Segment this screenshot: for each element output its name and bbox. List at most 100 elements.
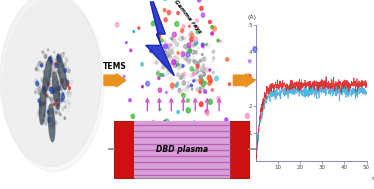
Circle shape bbox=[57, 108, 59, 112]
Circle shape bbox=[208, 99, 212, 104]
Circle shape bbox=[206, 43, 208, 46]
Circle shape bbox=[50, 60, 52, 64]
Circle shape bbox=[202, 66, 204, 69]
Circle shape bbox=[162, 64, 165, 68]
Circle shape bbox=[48, 107, 51, 112]
Circle shape bbox=[193, 60, 195, 63]
Circle shape bbox=[177, 52, 179, 54]
Circle shape bbox=[162, 61, 166, 65]
Circle shape bbox=[172, 84, 174, 86]
Circle shape bbox=[188, 82, 189, 84]
Circle shape bbox=[209, 78, 212, 83]
Circle shape bbox=[58, 55, 59, 59]
Circle shape bbox=[172, 32, 176, 37]
Circle shape bbox=[37, 112, 40, 116]
Circle shape bbox=[162, 67, 164, 70]
Circle shape bbox=[175, 61, 178, 65]
Circle shape bbox=[178, 58, 179, 59]
Circle shape bbox=[67, 91, 70, 95]
Circle shape bbox=[181, 29, 184, 33]
Circle shape bbox=[190, 67, 193, 71]
Circle shape bbox=[197, 47, 199, 49]
Text: DBD plasma: DBD plasma bbox=[156, 145, 208, 154]
Circle shape bbox=[51, 84, 53, 88]
Circle shape bbox=[45, 82, 46, 85]
Circle shape bbox=[211, 32, 214, 35]
Circle shape bbox=[50, 123, 53, 128]
Circle shape bbox=[174, 56, 177, 60]
Circle shape bbox=[159, 51, 162, 54]
Circle shape bbox=[200, 69, 202, 72]
FancyArrow shape bbox=[104, 74, 126, 87]
Circle shape bbox=[54, 88, 57, 92]
Circle shape bbox=[51, 89, 53, 92]
Circle shape bbox=[68, 102, 71, 105]
Circle shape bbox=[41, 64, 43, 67]
Circle shape bbox=[66, 59, 68, 62]
Circle shape bbox=[56, 91, 59, 96]
Circle shape bbox=[159, 37, 161, 39]
Circle shape bbox=[37, 64, 38, 66]
Circle shape bbox=[57, 74, 59, 78]
Circle shape bbox=[48, 105, 50, 109]
Circle shape bbox=[43, 70, 45, 73]
Circle shape bbox=[52, 87, 55, 91]
Circle shape bbox=[172, 47, 174, 50]
Circle shape bbox=[195, 41, 197, 44]
Ellipse shape bbox=[54, 76, 58, 106]
Bar bbox=[134, 121, 230, 178]
Circle shape bbox=[212, 50, 215, 53]
Circle shape bbox=[184, 37, 186, 40]
Circle shape bbox=[49, 79, 50, 81]
Circle shape bbox=[177, 64, 179, 66]
Circle shape bbox=[187, 99, 189, 102]
Circle shape bbox=[185, 50, 188, 54]
Circle shape bbox=[64, 62, 66, 66]
Circle shape bbox=[43, 120, 44, 122]
Circle shape bbox=[171, 37, 173, 40]
Circle shape bbox=[60, 93, 62, 98]
Circle shape bbox=[35, 80, 37, 84]
Circle shape bbox=[160, 44, 163, 49]
Circle shape bbox=[67, 81, 69, 84]
Circle shape bbox=[61, 98, 63, 101]
Circle shape bbox=[67, 100, 69, 104]
Circle shape bbox=[183, 89, 186, 92]
Circle shape bbox=[182, 81, 186, 85]
Circle shape bbox=[199, 79, 202, 83]
Circle shape bbox=[57, 87, 59, 90]
Circle shape bbox=[47, 111, 49, 114]
Circle shape bbox=[65, 58, 67, 60]
Circle shape bbox=[206, 78, 207, 79]
Circle shape bbox=[191, 74, 193, 78]
Circle shape bbox=[191, 56, 194, 60]
Circle shape bbox=[39, 61, 41, 66]
Circle shape bbox=[202, 45, 204, 48]
Circle shape bbox=[42, 102, 44, 105]
Circle shape bbox=[159, 108, 161, 111]
Circle shape bbox=[47, 78, 49, 80]
Circle shape bbox=[193, 44, 195, 47]
Circle shape bbox=[209, 69, 211, 71]
Circle shape bbox=[201, 13, 205, 17]
Circle shape bbox=[64, 87, 65, 90]
Circle shape bbox=[59, 62, 61, 66]
Circle shape bbox=[64, 64, 65, 67]
Circle shape bbox=[63, 52, 64, 54]
Circle shape bbox=[191, 39, 194, 43]
Circle shape bbox=[50, 87, 52, 91]
Circle shape bbox=[50, 66, 51, 68]
Circle shape bbox=[55, 64, 58, 68]
Circle shape bbox=[51, 117, 53, 121]
Circle shape bbox=[53, 78, 55, 81]
Circle shape bbox=[69, 94, 70, 98]
Circle shape bbox=[43, 87, 46, 91]
Circle shape bbox=[59, 67, 62, 71]
Circle shape bbox=[202, 43, 204, 46]
Circle shape bbox=[191, 36, 193, 38]
Circle shape bbox=[170, 77, 172, 80]
Circle shape bbox=[47, 49, 49, 51]
Circle shape bbox=[65, 106, 66, 108]
Circle shape bbox=[131, 114, 135, 119]
Circle shape bbox=[173, 64, 175, 67]
